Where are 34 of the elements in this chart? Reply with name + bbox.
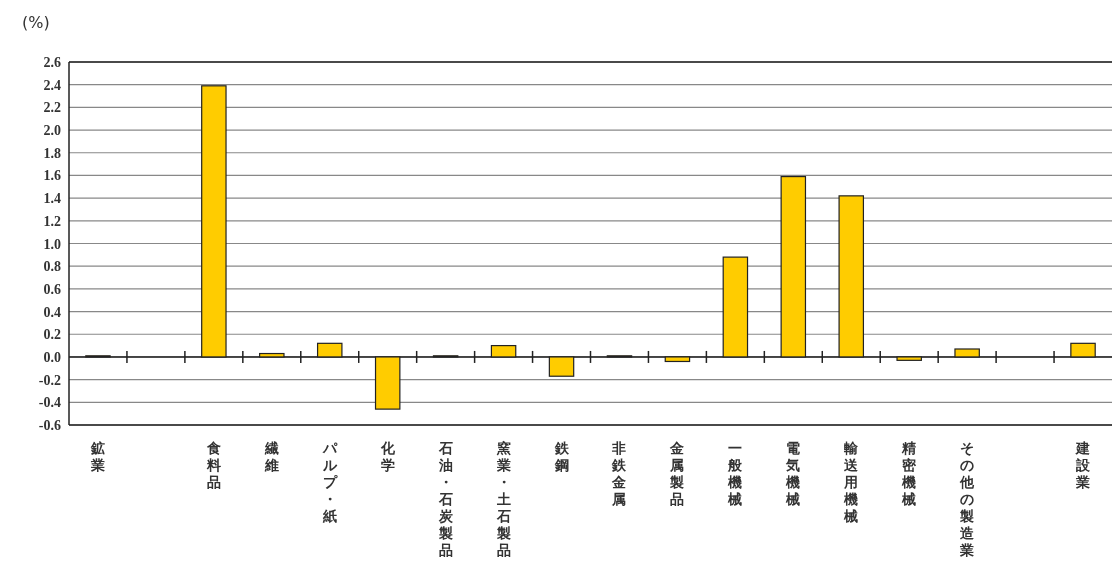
y-tick-label: 2.6 bbox=[43, 55, 61, 70]
y-tick-label: 0.2 bbox=[43, 327, 61, 343]
y-tick-label: 1.8 bbox=[43, 145, 61, 161]
x-tick-label: 窯業・土石製品 bbox=[495, 440, 511, 558]
x-tick-label: 金属製品 bbox=[669, 441, 686, 507]
y-axis-title: (%) bbox=[22, 13, 50, 32]
x-tick-label: 鉱業 bbox=[89, 440, 105, 473]
x-tick-label: その他の製造業 bbox=[959, 441, 976, 558]
y-tick-label: 1.0 bbox=[43, 236, 61, 252]
x-tick-label: 化学 bbox=[379, 441, 396, 473]
y-tick-label: 0.6 bbox=[43, 281, 61, 297]
x-tick-label: 電気機械 bbox=[785, 441, 801, 507]
y-tick-label: 0.8 bbox=[43, 259, 61, 275]
x-tick-label: 食料品 bbox=[205, 441, 221, 490]
y-tick-label: 2.2 bbox=[43, 100, 61, 116]
x-tick-label: 輸送用機械 bbox=[843, 441, 860, 524]
y-tick-label: 0.4 bbox=[43, 304, 61, 320]
y-tick-label: -0.2 bbox=[38, 372, 61, 388]
x-tick-label: 建設業 bbox=[1075, 441, 1092, 490]
x-tick-label: 一般機械 bbox=[727, 441, 744, 507]
y-tick-label: 0.0 bbox=[43, 349, 61, 365]
x-tick-label: パルプ・紙 bbox=[321, 441, 338, 524]
x-tick-label: 精密機械 bbox=[901, 441, 918, 507]
x-tick-label: 非鉄金属 bbox=[611, 441, 628, 507]
y-tick-label: 1.4 bbox=[43, 191, 61, 207]
y-tick-label: -0.4 bbox=[38, 395, 61, 411]
x-tick-label: 石油・石炭製品 bbox=[437, 441, 454, 558]
y-tick-label: 1.2 bbox=[43, 213, 61, 229]
x-tick-label: 鉄鋼 bbox=[553, 441, 570, 473]
y-tick-label: -0.6 bbox=[38, 418, 61, 433]
x-tick-label: 繊維 bbox=[263, 441, 279, 473]
y-tick-label: 2.0 bbox=[43, 123, 61, 139]
y-tick-label: 2.4 bbox=[43, 77, 61, 93]
y-tick-label: 1.6 bbox=[43, 168, 61, 184]
